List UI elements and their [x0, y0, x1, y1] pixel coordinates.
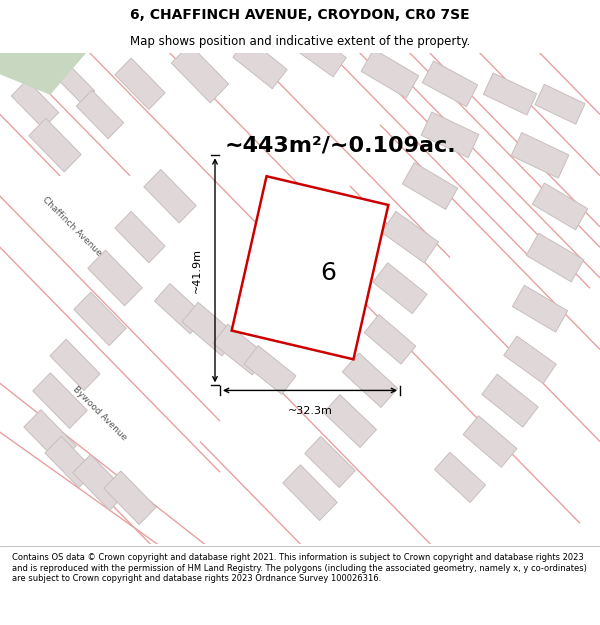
Polygon shape — [115, 211, 165, 262]
Polygon shape — [373, 263, 427, 314]
Polygon shape — [361, 49, 419, 98]
Polygon shape — [532, 183, 587, 230]
Text: ~443m²/~0.109ac.: ~443m²/~0.109ac. — [224, 135, 456, 155]
Polygon shape — [244, 346, 296, 394]
Polygon shape — [50, 339, 100, 391]
Polygon shape — [343, 353, 398, 408]
Polygon shape — [283, 465, 337, 521]
Polygon shape — [233, 38, 287, 89]
Polygon shape — [526, 233, 584, 282]
Polygon shape — [484, 73, 536, 115]
Polygon shape — [55, 64, 95, 104]
Polygon shape — [463, 416, 517, 468]
Polygon shape — [104, 471, 156, 524]
Polygon shape — [232, 176, 388, 359]
Polygon shape — [144, 169, 196, 223]
Text: Contains OS data © Crown copyright and database right 2021. This information is : Contains OS data © Crown copyright and d… — [12, 554, 587, 583]
Polygon shape — [422, 61, 478, 107]
Polygon shape — [511, 132, 569, 178]
Text: ~32.3m: ~32.3m — [287, 406, 332, 416]
Polygon shape — [323, 395, 376, 448]
Polygon shape — [115, 58, 165, 109]
Polygon shape — [74, 292, 126, 346]
Text: 6, CHAFFINCH AVENUE, CROYDON, CR0 7SE: 6, CHAFFINCH AVENUE, CROYDON, CR0 7SE — [130, 8, 470, 22]
Polygon shape — [76, 90, 124, 139]
Polygon shape — [364, 314, 416, 364]
Polygon shape — [24, 409, 76, 463]
Polygon shape — [88, 250, 142, 306]
Polygon shape — [305, 436, 355, 488]
Polygon shape — [73, 454, 127, 510]
Polygon shape — [294, 29, 346, 77]
Polygon shape — [382, 211, 439, 263]
Polygon shape — [45, 436, 95, 488]
Text: 6: 6 — [320, 261, 336, 285]
Polygon shape — [213, 324, 267, 375]
Polygon shape — [482, 374, 538, 427]
Polygon shape — [33, 373, 87, 429]
Text: Bywood Avenue: Bywood Avenue — [71, 384, 129, 442]
Polygon shape — [172, 44, 229, 103]
Polygon shape — [403, 162, 458, 209]
Polygon shape — [0, 53, 85, 94]
Polygon shape — [504, 336, 556, 384]
Text: Map shows position and indicative extent of the property.: Map shows position and indicative extent… — [130, 35, 470, 48]
Polygon shape — [512, 285, 568, 332]
Polygon shape — [434, 452, 485, 503]
Polygon shape — [29, 118, 81, 172]
Polygon shape — [182, 302, 238, 356]
Polygon shape — [421, 112, 479, 158]
Text: ~41.9m: ~41.9m — [192, 248, 202, 293]
Text: Chaffinch Avenue: Chaffinch Avenue — [41, 196, 103, 258]
Polygon shape — [535, 84, 585, 124]
Polygon shape — [154, 284, 206, 334]
Polygon shape — [11, 80, 59, 129]
